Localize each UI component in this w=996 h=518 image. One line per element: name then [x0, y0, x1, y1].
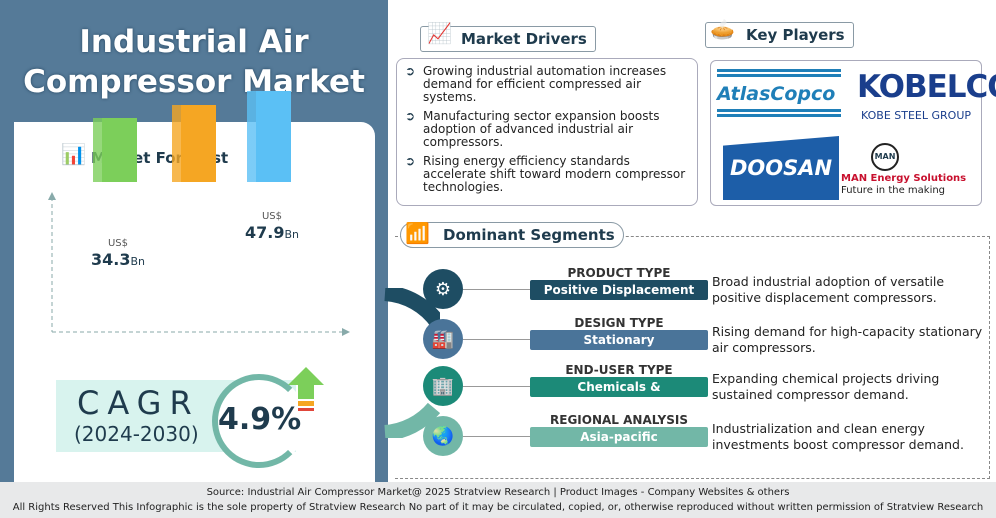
- man-tagline: Future in the making: [841, 185, 946, 196]
- players-heading-text: Key Players: [746, 26, 845, 44]
- driver-text: Rising energy efficiency standards accel…: [423, 154, 686, 194]
- bar-2030: [247, 91, 291, 182]
- players-heading: 🥧 Key Players: [705, 17, 854, 48]
- footer-rights: All Rights Reserved This Infographic is …: [12, 502, 984, 513]
- page-title: Industrial Air Compressor Market: [23, 24, 365, 100]
- kobelco-logo: KOBELCO: [857, 69, 996, 105]
- segment-type: DESIGN TYPE: [574, 316, 664, 330]
- bar-category-label: 2030: [252, 315, 286, 330]
- segment-description: Broad industrial adoption of versatile p…: [712, 274, 945, 305]
- value: 34.3: [90, 250, 131, 270]
- man-energy-text: MAN Energy Solutions: [841, 173, 967, 184]
- arrow-icon: ➲: [405, 64, 416, 78]
- bar-mid: [172, 104, 216, 182]
- footer: Source: Industrial Air Compressor Market…: [0, 482, 996, 518]
- connector-line: [463, 339, 530, 340]
- segment-type: REGIONAL ANALYSIS: [550, 413, 688, 427]
- segment-value: Asia-pacific: [530, 427, 708, 447]
- currency: US$: [107, 238, 129, 250]
- driver-text: Manufacturing sector expansion boosts ad…: [423, 109, 660, 149]
- driver-text: Growing industrial automation increases …: [423, 64, 667, 104]
- segment-description: Expanding chemical projects driving sust…: [712, 371, 940, 402]
- forecast-card: 📊 Market Forecast 2023 US$ 34.3Bn 2030 US$ 47…: [14, 91, 375, 482]
- stationary-icon: 🏭: [423, 319, 463, 359]
- bar-2023: [93, 118, 137, 182]
- connector-line: [463, 289, 530, 290]
- cagr-ring: [212, 374, 306, 468]
- segment-type: PRODUCT TYPE: [567, 266, 671, 280]
- unit: Bn: [284, 228, 299, 242]
- building-icon: 🏢: [423, 366, 463, 406]
- driver-item: ➲ Growing industrial automation increases…: [405, 65, 689, 104]
- segment-description: Rising demand for high-capacity stationa…: [712, 324, 983, 355]
- arrow-icon: ➲: [405, 154, 416, 168]
- cagr-value: 4.9%: [218, 402, 302, 437]
- atlas-copco-text: AtlasCopco: [717, 83, 836, 105]
- drivers-heading: 📈 Market Drivers: [420, 21, 596, 52]
- bar-value-label: US$ 34.3Bn: [83, 236, 153, 270]
- bar-chart-icon: 📊: [61, 142, 86, 166]
- gear-box-icon: ⚙: [423, 269, 463, 309]
- connector-line: [463, 436, 530, 437]
- driver-item: ➲ Rising energy efficiency standards acce…: [405, 155, 689, 194]
- bar-category-label: 2023: [98, 315, 132, 330]
- unit: Bn: [130, 255, 145, 269]
- segment-ring: [384, 288, 440, 438]
- segment-value: Chemicals & Petrochemicals: [530, 377, 708, 414]
- growth-icon: 📶: [405, 221, 430, 245]
- drivers-list: ➲ Growing industrial automation increases…: [396, 58, 698, 206]
- chart-icon: 📈: [427, 21, 452, 45]
- cagr-period: (2024-2030): [74, 422, 199, 446]
- players-box: AtlasCopco KOBELCO KOBE STEEL GROUP DOOS…: [710, 60, 996, 206]
- bar-value-label: US$ 47.9Bn: [237, 209, 307, 243]
- globe-icon: 🌏: [423, 416, 463, 456]
- arrow-icon: ➲: [405, 109, 416, 123]
- chart-axes: [48, 192, 350, 336]
- kobe-steel-text: KOBE STEEL GROUP: [861, 109, 971, 122]
- connector-line: [463, 386, 530, 387]
- segments-heading-text: Dominant Segments: [443, 226, 615, 244]
- cagr-label: CAGR: [77, 384, 200, 422]
- segment-type: END-USER TYPE: [565, 363, 673, 377]
- footer-source: Source: Industrial Air Compressor Market…: [206, 487, 790, 498]
- drivers-heading-text: Market Drivers: [461, 30, 587, 48]
- currency: US$: [261, 211, 283, 223]
- segment-value: Positive Displacement: [530, 280, 708, 300]
- atlas-copco-logo: AtlasCopco: [717, 69, 841, 127]
- segments-box: [395, 236, 990, 479]
- doosan-logo: DOOSAN: [723, 136, 839, 200]
- driver-item: ➲ Manufacturing sector expansion boosts a…: [405, 110, 689, 149]
- up-arrow-icon: [288, 367, 324, 411]
- man-logo: MAN: [871, 143, 899, 171]
- segment-value: Stationary: [530, 330, 708, 350]
- value: 47.9: [244, 223, 285, 243]
- pie-chart-icon: 🥧: [710, 17, 735, 41]
- segments-heading: 📶 Dominant Segments: [400, 221, 624, 248]
- segment-description: Industrialization and clean energy inves…: [712, 421, 964, 452]
